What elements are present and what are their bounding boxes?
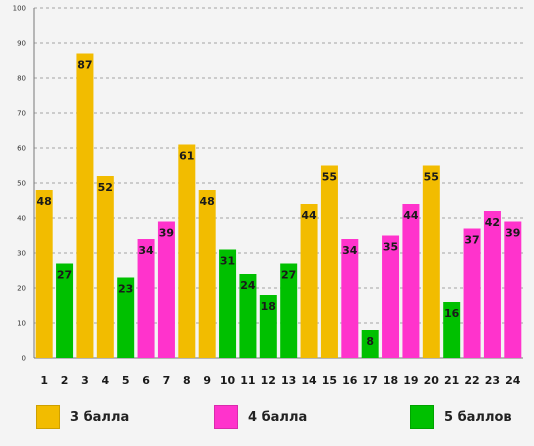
bar	[56, 263, 74, 358]
data-label: 27	[281, 269, 296, 282]
y-tick-label: 60	[17, 145, 26, 153]
bar	[382, 235, 400, 358]
x-tick-label: 5	[122, 374, 130, 387]
data-label: 8	[366, 335, 374, 348]
x-tick-label: 22	[464, 374, 479, 387]
bar	[361, 330, 379, 358]
x-tick-label: 11	[240, 374, 255, 387]
legend-item-5-ballov: 5 баллов	[410, 402, 512, 432]
x-tick-label: 17	[363, 374, 378, 387]
x-tick-label: 18	[383, 374, 398, 387]
y-tick-label: 40	[17, 215, 26, 223]
data-label: 37	[464, 234, 479, 247]
data-label: 48	[37, 195, 52, 208]
bar	[341, 239, 359, 358]
x-tick-label: 13	[281, 374, 296, 387]
data-label: 61	[179, 150, 194, 163]
bar	[259, 295, 277, 358]
bar	[35, 190, 53, 358]
data-label: 52	[98, 181, 113, 194]
bar-chart: 0102030405060708090100481272873524235346…	[13, 5, 523, 387]
y-tick-label: 0	[22, 355, 26, 363]
data-label: 18	[261, 300, 276, 313]
legend-item-4-balla: 4 балла	[214, 402, 307, 432]
bar	[239, 274, 257, 358]
x-tick-label: 6	[142, 374, 150, 387]
y-tick-label: 30	[17, 250, 26, 258]
x-tick-label: 10	[220, 374, 236, 387]
x-tick-label: 23	[485, 374, 500, 387]
bar	[96, 176, 114, 358]
data-label: 31	[220, 255, 235, 268]
x-tick-label: 20	[424, 374, 440, 387]
bar	[320, 165, 338, 358]
data-label: 44	[301, 209, 317, 222]
data-label: 23	[118, 283, 133, 296]
legend-item-3-balla: 3 балла	[36, 402, 129, 432]
y-tick-label: 100	[13, 5, 26, 13]
bar	[219, 249, 237, 358]
bar	[280, 263, 298, 358]
data-label: 48	[200, 195, 215, 208]
y-tick-label: 20	[17, 285, 26, 293]
legend-swatch-3-balla	[36, 405, 60, 429]
x-tick-label: 1	[40, 374, 48, 387]
bar	[117, 277, 135, 358]
bar	[422, 165, 440, 358]
x-tick-label: 14	[301, 374, 317, 387]
x-tick-label: 16	[342, 374, 358, 387]
x-tick-label: 8	[183, 374, 191, 387]
bar	[402, 204, 420, 358]
bar	[463, 228, 481, 358]
bar	[178, 144, 196, 358]
data-label: 39	[505, 227, 520, 240]
bar	[443, 302, 461, 358]
data-label: 55	[424, 171, 439, 184]
x-tick-label: 21	[444, 374, 459, 387]
legend-label-4-balla: 4 балла	[248, 409, 308, 425]
data-label: 35	[383, 241, 398, 254]
x-tick-label: 4	[101, 374, 109, 387]
bar	[300, 204, 318, 358]
data-label: 24	[240, 279, 256, 292]
x-tick-label: 19	[403, 374, 418, 387]
bar	[198, 190, 216, 358]
data-label: 55	[322, 171, 337, 184]
y-tick-label: 70	[17, 110, 26, 118]
y-tick-label: 10	[17, 320, 26, 328]
bar	[504, 221, 522, 358]
bar	[157, 221, 175, 358]
data-label: 87	[77, 59, 92, 72]
legend-swatch-5-ballov	[410, 405, 434, 429]
x-tick-label: 7	[163, 374, 171, 387]
data-label: 39	[159, 227, 174, 240]
x-tick-label: 12	[261, 374, 276, 387]
y-tick-label: 90	[17, 40, 26, 48]
legend-swatch-4-balla	[214, 405, 238, 429]
x-tick-label: 3	[81, 374, 89, 387]
data-label: 16	[444, 307, 460, 320]
x-tick-label: 9	[203, 374, 211, 387]
y-tick-label: 50	[17, 180, 26, 188]
x-tick-label: 15	[322, 374, 337, 387]
legend-label-5-ballov: 5 баллов	[444, 409, 512, 425]
bar	[137, 239, 155, 358]
bar	[483, 211, 501, 358]
data-label: 42	[485, 216, 500, 229]
data-label: 34	[342, 244, 358, 257]
data-label: 34	[138, 244, 154, 257]
y-tick-label: 80	[17, 75, 26, 83]
bar	[76, 53, 94, 358]
x-tick-label: 24	[505, 374, 521, 387]
data-label: 27	[57, 269, 72, 282]
legend-label-3-balla: 3 балла	[70, 409, 130, 425]
data-label: 44	[403, 209, 419, 222]
x-tick-label: 2	[61, 374, 69, 387]
